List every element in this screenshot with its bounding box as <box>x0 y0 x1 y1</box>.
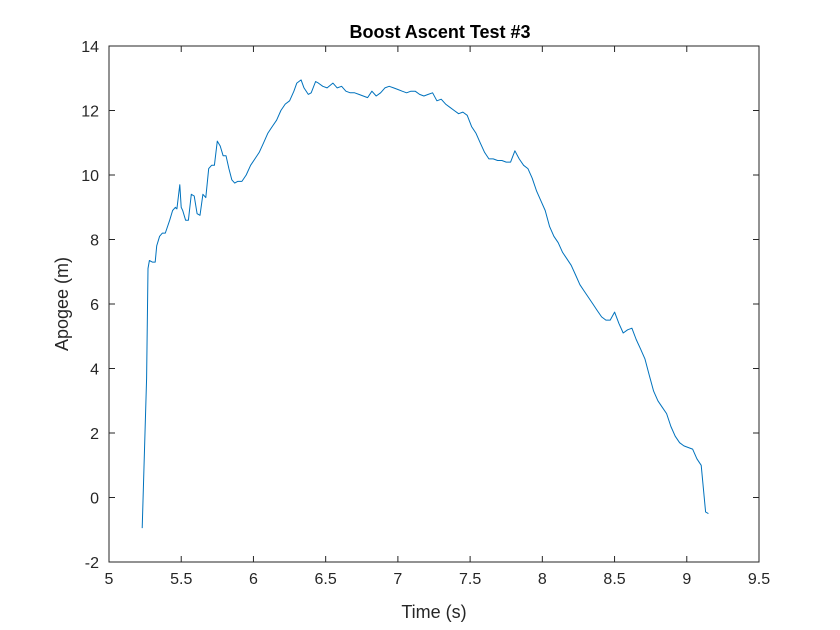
y-tick-label: 10 <box>81 168 99 185</box>
x-tick-label: 9.5 <box>748 571 770 588</box>
y-tick-label: 4 <box>90 362 99 379</box>
y-tick-label: 6 <box>90 297 99 314</box>
y-axis-ticks <box>109 45 759 563</box>
plot-area: 5 5.5 6 6.5 7 7.5 8 8.5 9 9.5 -2 0 2 4 6 8 10 12 14 <box>81 39 770 588</box>
x-tick-label: 6 <box>249 571 258 588</box>
x-tick-label: 8.5 <box>603 571 625 588</box>
y-tick-label: 14 <box>81 39 99 56</box>
y-tick-label: 2 <box>90 426 99 443</box>
x-axis-ticks <box>108 46 760 562</box>
chart-title: Boost Ascent Test #3 <box>349 22 530 42</box>
x-axis-tick-labels: 5 5.5 6 6.5 7 7.5 8 8.5 9 9.5 <box>105 571 771 588</box>
axes-box <box>108 45 760 563</box>
y-tick-label: -2 <box>85 555 99 572</box>
series-line-apogee <box>141 79 709 529</box>
x-tick-label: 5 <box>105 571 114 588</box>
y-tick-label: 8 <box>90 233 99 250</box>
y-axis-tick-labels: -2 0 2 4 6 8 10 12 14 <box>81 39 99 572</box>
x-tick-label: 9 <box>682 571 691 588</box>
x-axis-label: Time (s) <box>401 602 466 622</box>
x-tick-label: 7.5 <box>459 571 481 588</box>
x-tick-label: 8 <box>538 571 547 588</box>
x-tick-label: 6.5 <box>315 571 337 588</box>
y-axis-label: Apogee (m) <box>52 257 72 351</box>
y-tick-label: 12 <box>81 104 99 121</box>
y-tick-label: 0 <box>90 491 99 508</box>
x-tick-label: 7 <box>393 571 402 588</box>
x-tick-label: 5.5 <box>170 571 192 588</box>
